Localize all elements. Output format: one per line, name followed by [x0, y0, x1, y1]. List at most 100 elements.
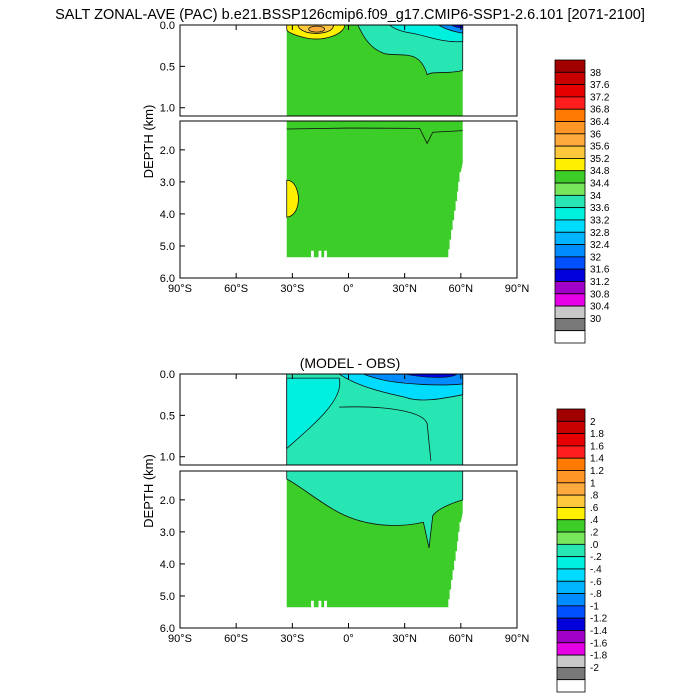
- colorbar-label: 36: [590, 129, 602, 140]
- salinity-panel: 90°S 60°S 30°S 0° 30°N 60°N 90°N 0.0 0.5 1.0 2.0 3.…: [141, 20, 529, 295]
- colorbar-label: 34.4: [590, 179, 610, 190]
- difference-panel: 90°S 60°S 30°S 0° 30°N 60°N 90°N 0.0 0.5 1.0 2.0 3.…: [141, 369, 529, 645]
- x-tick-label: 60°N: [449, 633, 474, 645]
- fresher-surface-region: [388, 25, 464, 43]
- y-axis-label: DEPTH (km): [141, 454, 156, 528]
- colorbar-label: 38: [590, 68, 602, 79]
- colorbar-label: .2: [590, 528, 599, 539]
- y-tick-label: 4.0: [160, 209, 175, 221]
- colorbar-label: -.2: [590, 552, 602, 563]
- colorbar-swatch: [556, 617, 586, 631]
- colorbar-label: 33.6: [590, 203, 610, 214]
- y-tick-label: 2.0: [160, 495, 175, 507]
- colorbar-swatch: [556, 642, 586, 656]
- colorbar-swatch: [554, 207, 586, 221]
- colorbar-swatch: [556, 445, 586, 459]
- colorbar-label: -1.4: [590, 626, 608, 637]
- salinity-colorbar: 3837.637.236.836.43635.635.234.834.43433…: [554, 59, 610, 344]
- y-tick-label: 2.0: [160, 145, 175, 157]
- colorbar-label: 34: [590, 191, 602, 202]
- seafloor-gap: [311, 250, 314, 259]
- y-axis-label: DEPTH (km): [141, 105, 156, 179]
- y-tick-label: 1.0: [160, 452, 175, 464]
- colorbar-swatch: [554, 84, 586, 98]
- colorbar-label: -.6: [590, 577, 602, 588]
- colorbar-label: -.8: [590, 589, 602, 600]
- x-tick-label: 60°S: [224, 633, 248, 645]
- x-tick-label: 30°S: [280, 633, 304, 645]
- field: [286, 374, 464, 609]
- colorbar-label: 1.2: [590, 466, 604, 477]
- figure-title: SALT ZONAL-AVE (PAC) b.e21.BSSP126cmip6.…: [55, 7, 645, 23]
- x-tick-label: 30°N: [392, 633, 417, 645]
- y-tick-label: 4.0: [160, 559, 175, 571]
- field: [286, 25, 464, 259]
- colorbar-swatch: [554, 231, 586, 245]
- colorbar-swatch: [556, 543, 586, 558]
- colorbar-swatch: [556, 507, 586, 521]
- y-tick-label: 0.0: [160, 20, 175, 32]
- saltiest-core: [308, 25, 326, 33]
- colorbar-swatch: [556, 408, 586, 422]
- y-tick-label: 5.0: [160, 241, 175, 253]
- colorbar-swatch: [554, 330, 586, 344]
- colorbar-swatch: [554, 244, 586, 258]
- x-tick-label: 90°S: [168, 633, 192, 645]
- colorbar-swatch: [554, 71, 586, 86]
- colorbar-label: 30.8: [590, 289, 610, 300]
- colorbar-swatch: [554, 268, 586, 282]
- colorbar-swatch: [556, 580, 586, 594]
- x-tick-label: 90°N: [505, 283, 530, 295]
- deep-salty-bulge: [286, 179, 299, 218]
- colorbar-swatch: [556, 593, 586, 607]
- colorbar-swatch: [554, 219, 586, 233]
- x-tick-label: 90°N: [505, 633, 530, 645]
- colorbar-label: 32.4: [590, 240, 610, 251]
- colorbar-swatch: [554, 121, 586, 135]
- colorbar-swatch: [556, 519, 586, 533]
- colorbar-swatch: [554, 96, 586, 110]
- slightly-fresh-region: [286, 374, 464, 548]
- colorbar-swatch: [554, 108, 586, 122]
- deep-contour-line: [286, 127, 463, 145]
- colorbar-label: 30.4: [590, 302, 610, 313]
- seafloor-gap: [324, 600, 327, 609]
- colorbar-label: 36.4: [590, 117, 610, 128]
- freshest-surface-region: [450, 25, 464, 29]
- colorbar-label: -1.2: [590, 614, 608, 625]
- seafloor-gap: [318, 600, 322, 609]
- colorbar-swatch: [556, 482, 586, 496]
- x-tick-label: 60°N: [449, 283, 474, 295]
- colorbar-swatch: [554, 145, 586, 159]
- colorbar-label: -1.6: [590, 638, 608, 649]
- colorbar-swatch: [554, 293, 586, 307]
- colorbar-swatch: [556, 420, 586, 435]
- seafloor-gap: [318, 250, 322, 259]
- colorbar-swatch: [554, 170, 586, 184]
- colorbar-swatch: [554, 59, 586, 73]
- colorbar-label: 33.2: [590, 215, 610, 226]
- x-tick-label: 0°: [343, 283, 354, 295]
- colorbar-swatch: [556, 457, 586, 471]
- upper-fresh-region: [286, 377, 341, 450]
- colorbar-swatch: [554, 158, 586, 172]
- difference-colorbar: 21.81.61.41.21.8.6.4.2.0-.2-.4-.6-.8-1-1…: [556, 408, 608, 693]
- colorbar-label: 2: [590, 417, 596, 428]
- colorbar-swatch: [554, 182, 586, 196]
- colorbar-swatch: [554, 194, 586, 209]
- basin-fill: [286, 25, 463, 258]
- colorbar-label: 35.6: [590, 142, 610, 153]
- colorbar-swatch: [556, 605, 586, 619]
- y-tick-label: 1.0: [160, 103, 175, 115]
- colorbar-label: 32: [590, 252, 602, 263]
- colorbar-swatch: [554, 133, 586, 147]
- seafloor-gap: [311, 600, 314, 609]
- colorbar-swatch: [556, 433, 586, 447]
- colorbar-swatch: [556, 666, 586, 681]
- colorbar-swatch: [556, 654, 586, 668]
- colorbar-swatch: [556, 679, 586, 693]
- colorbar-label: .8: [590, 491, 599, 502]
- colorbar-label: 31.6: [590, 265, 610, 276]
- colorbar-label: -.4: [590, 564, 602, 575]
- y-tick-label: 0.5: [160, 61, 175, 73]
